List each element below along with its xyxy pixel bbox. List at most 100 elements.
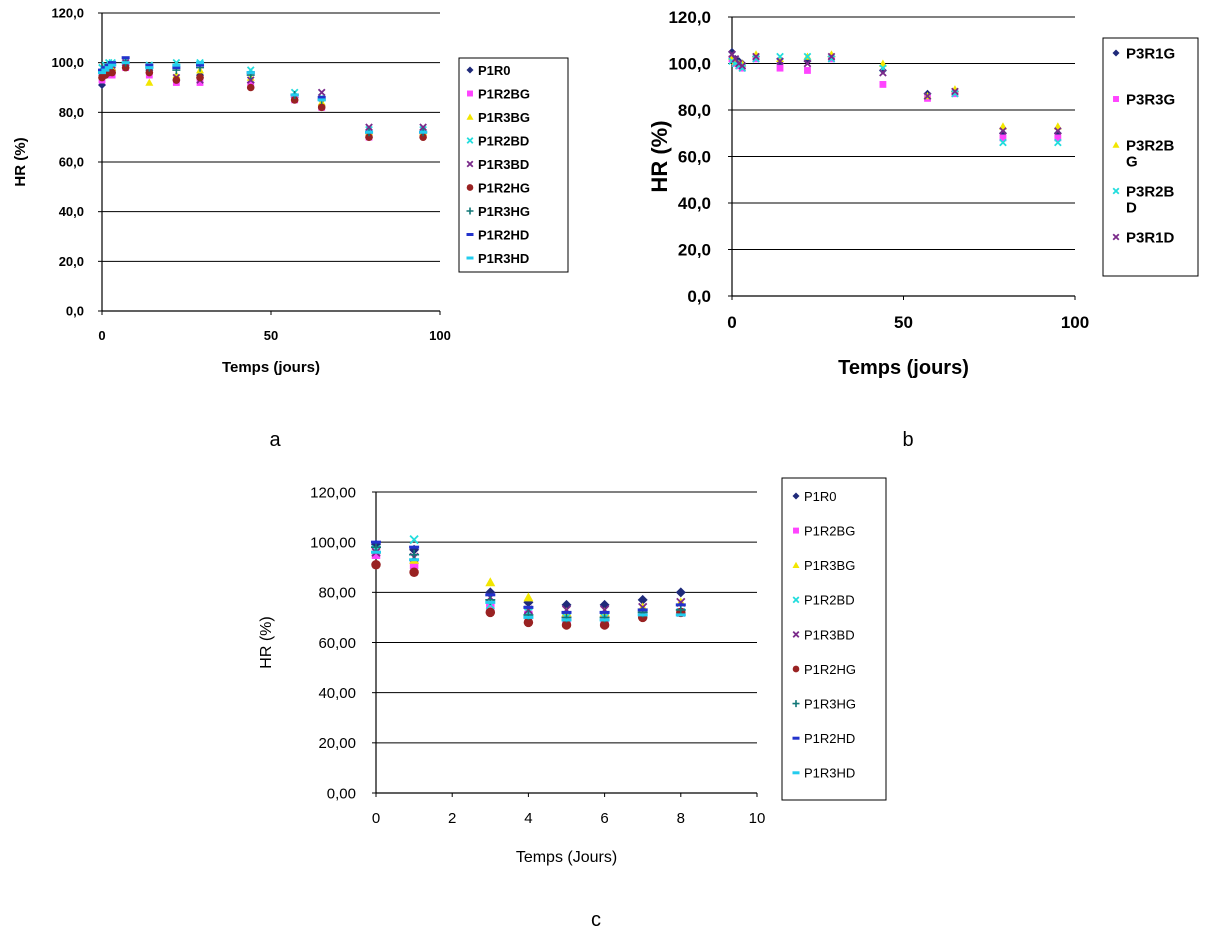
x-tick-label: 0 [727,313,736,332]
x-tick-label: 10 [749,810,766,827]
y-tick-label: 80,0 [59,105,84,120]
legend-marker [1112,49,1120,57]
data-point [371,540,381,544]
data-point [485,600,496,604]
legend-marker [792,736,800,740]
legend-label: P3R3G [1126,92,1175,109]
data-point [776,64,784,72]
legend-marker [1112,233,1120,241]
x-tick-label: 100 [429,328,451,343]
legend-marker [792,492,800,500]
legend: P3R1G P3R3G P3R2B G P3R2B D P3R1D [1102,37,1199,277]
x-tick-label: 50 [264,328,278,343]
data-point [98,71,106,75]
data-point [246,76,255,84]
x-tick-label: 2 [448,810,456,827]
data-point [999,138,1007,147]
x-tick-label: 6 [600,810,608,827]
data-point [317,88,326,97]
data-point [951,89,959,98]
data-point [523,592,534,602]
data-point [419,130,428,134]
data-point [599,610,610,614]
x-tick-label: 4 [524,810,532,827]
series-P1R2HG [98,63,427,141]
panel-label-b: b [902,429,913,451]
y-tick-label: 100,00 [310,534,356,551]
y-axis-title: HR (%) [258,616,275,668]
legend-marker [466,160,474,168]
data-point [409,558,420,562]
legend-marker [792,771,800,775]
legend-label: P1R3BG [804,558,855,573]
data-point [637,608,648,612]
data-point [371,550,381,559]
legend-label: P1R0 [804,489,837,504]
legend: P1R0 P1R2BG P1R3BG P1R2BD P1R3BD P1R2HG P1R3HG… [781,477,887,801]
data-point [365,123,373,132]
legend-marker [1112,141,1120,148]
legend-label: P1R3BG [478,110,530,125]
legend-marker [1112,187,1120,195]
data-point [804,67,811,74]
data-point [409,545,420,549]
data-point [1054,138,1062,147]
y-tick-label: 0,0 [66,304,84,319]
y-tick-label: 100,0 [51,55,84,70]
legend-label: P1R3BD [804,627,855,642]
data-point [951,87,959,96]
data-point [561,618,572,622]
x-axis-title: Temps (jours) [222,359,320,376]
y-tick-label: 120,0 [51,6,84,21]
data-point [172,63,181,67]
legend-label: P1R2BG [478,86,530,101]
data-point [365,130,374,134]
legend-label: P1R3HG [804,697,856,712]
chart-panel-b: 0,0 20,0 40,0 60,0 80,0 100,0 120,0 0 50 100 Temps… [647,8,1199,379]
data-point [485,593,496,597]
series-P3R1D [728,50,1062,135]
legend-label: P1R2HD [804,731,855,746]
data-point [290,96,299,104]
data-point [827,52,836,61]
data-point [879,68,887,77]
series-P1R3HD [371,550,686,622]
x-tick-label: 100 [1061,313,1089,332]
data-point [108,63,117,67]
x-axis-title: Temps (jours) [838,357,969,379]
legend-marker [466,113,474,120]
data-point [485,607,496,618]
data-point [599,620,610,630]
x-tick-label: 50 [894,313,913,332]
data-point [121,63,130,72]
data-point [561,610,572,614]
data-point [172,76,181,84]
data-point [999,134,1007,142]
data-point [1054,127,1062,135]
data-point [365,133,373,141]
legend-label: P1R2BD [804,593,855,608]
y-tick-label: 40,00 [318,685,356,702]
series-P1R2HD [371,540,686,614]
data-point [419,123,427,132]
legend-label: P1R2HG [478,180,530,195]
data-point [728,47,736,56]
legend-marker [792,665,800,673]
data-point [752,55,760,63]
data-point [290,93,299,97]
y-axis-title: HR (%) [12,137,29,186]
legend-label: P1R0 [478,63,511,78]
data-point [675,613,686,617]
legend-label: P1R3BD [478,157,529,172]
y-tick-label: 0,00 [327,785,356,802]
legend-marker [466,66,474,74]
legend: P1R0 P1R2BG P1R3BG P1R2BD P1R3BD P1R2HG P1R3HG… [458,57,569,273]
data-point [196,79,204,86]
data-point [523,615,534,619]
series-P1R3HD [98,61,428,134]
legend-label: P1R2HG [804,662,856,677]
legend-label: P1R2BD [478,133,529,148]
y-tick-label: 60,00 [318,635,356,652]
legend-marker [793,527,799,534]
